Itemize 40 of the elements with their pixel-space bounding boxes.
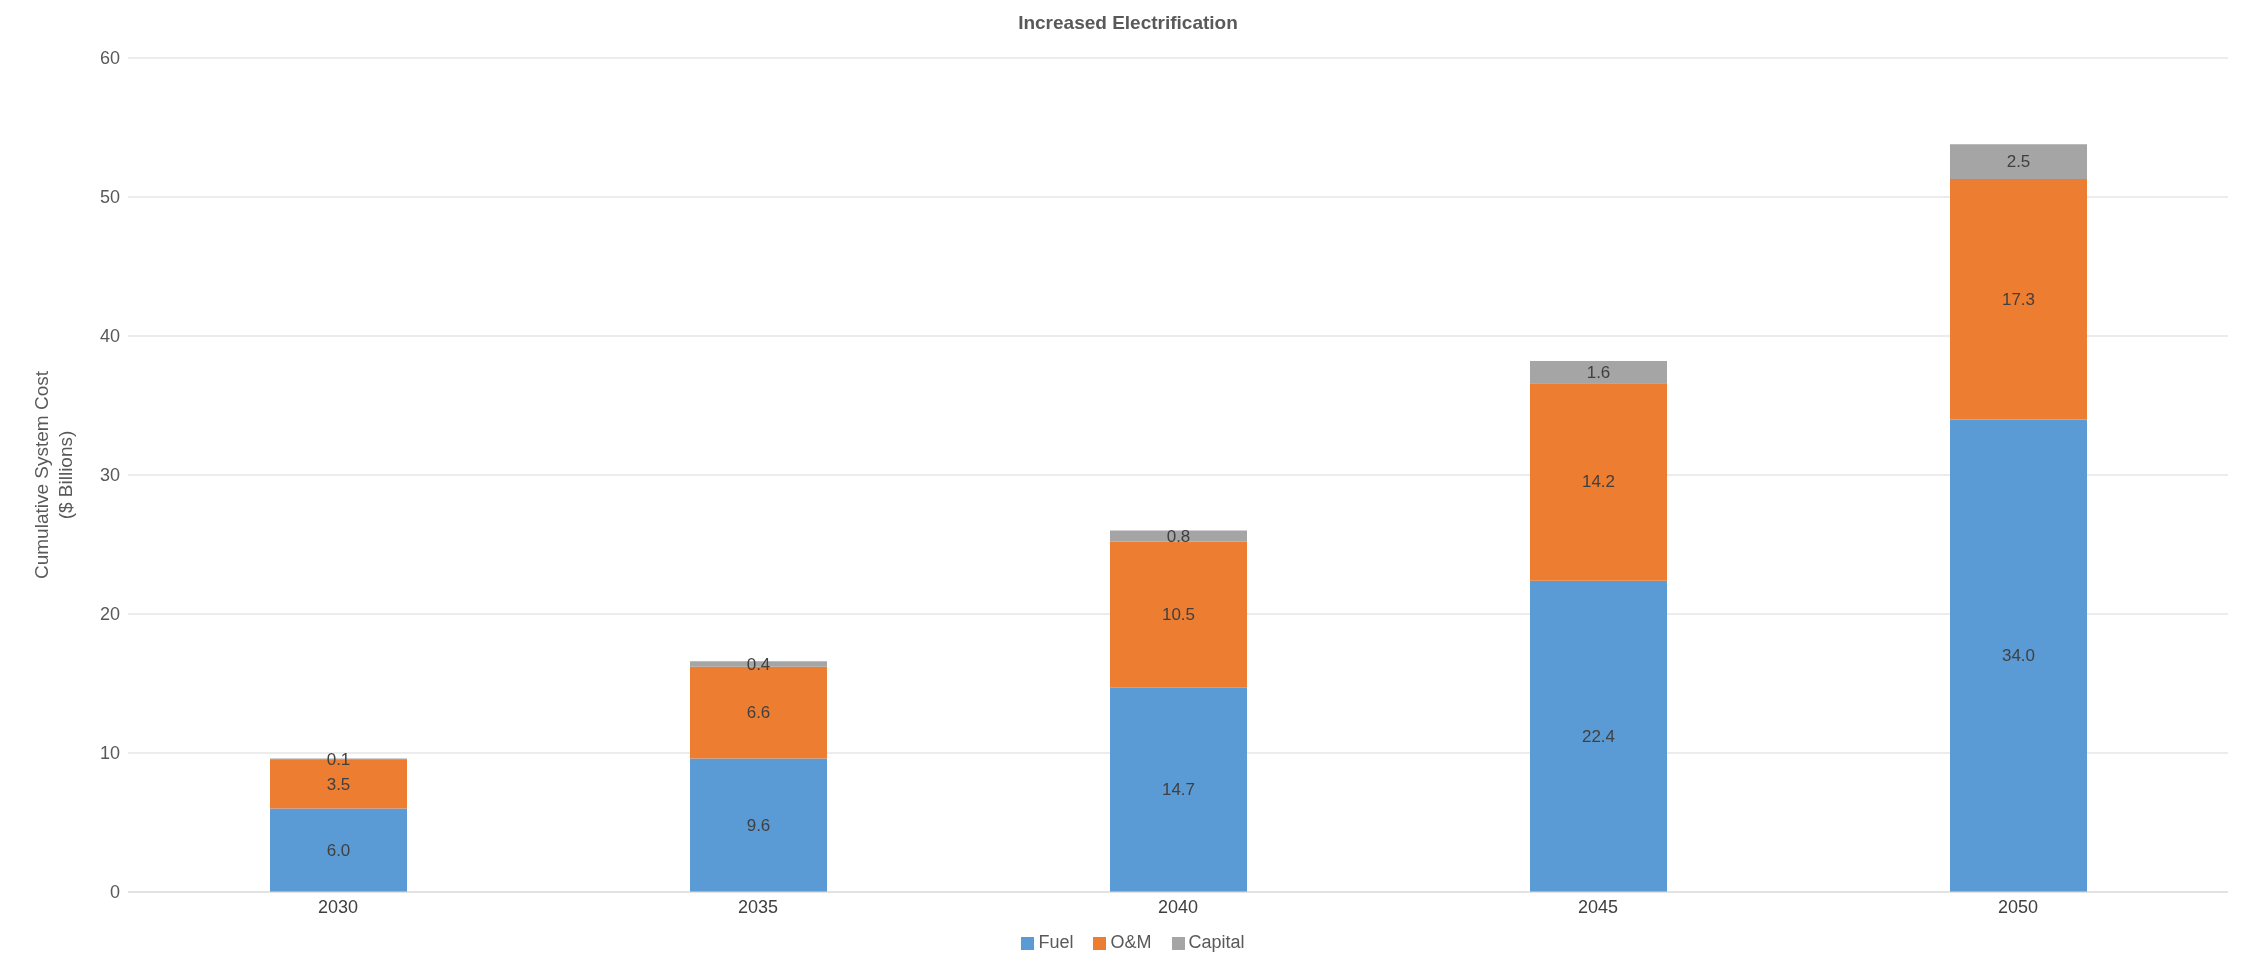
data-label: 2.5	[2006, 152, 2031, 172]
x-tick-label: 2050	[1997, 896, 2039, 917]
data-label: 14.7	[1161, 780, 1196, 800]
bar	[1530, 580, 1667, 892]
data-label: 17.3	[2001, 289, 2036, 309]
data-label: 34.0	[2001, 646, 2036, 666]
data-label: 14.2	[1581, 472, 1616, 492]
y-tick-label: 10	[99, 743, 120, 764]
bar	[1110, 687, 1247, 892]
x-tick-label: 2035	[737, 896, 779, 917]
data-label: 10.5	[1161, 605, 1196, 625]
legend-label: O&M	[1110, 932, 1152, 952]
chart-title: Increased Electrification	[1017, 11, 1239, 35]
data-label: 3.5	[326, 774, 351, 794]
x-tick-label: 2030	[317, 896, 359, 917]
data-label: 22.4	[1581, 726, 1616, 746]
bar	[1530, 383, 1667, 581]
bar	[1950, 144, 2087, 179]
data-label: 1.6	[1586, 362, 1611, 382]
data-label: 0.8	[1166, 526, 1191, 546]
bar	[1950, 178, 2087, 420]
x-tick-label: 2045	[1577, 896, 1619, 917]
legend-label: Fuel	[1038, 932, 1074, 952]
bar	[1110, 541, 1247, 688]
bar	[1530, 361, 1667, 384]
data-label: 6.0	[326, 840, 351, 860]
y-tick-label: 50	[99, 187, 120, 208]
data-label: 9.6	[746, 815, 771, 835]
y-tick-label: 20	[99, 604, 120, 625]
y-tick-label: 60	[99, 48, 120, 69]
bar	[270, 808, 407, 892]
legend-label: Capital	[1188, 932, 1245, 952]
y-axis-title: Cumulative System Cost ($ Billions)	[31, 370, 76, 580]
y-tick-label: 40	[99, 326, 120, 347]
x-tick-label: 2040	[1157, 896, 1199, 917]
bar	[690, 758, 827, 892]
bar	[1950, 419, 2087, 892]
y-tick-label: 0	[109, 882, 120, 903]
data-label: 6.6	[746, 703, 771, 723]
y-tick-label: 30	[99, 465, 120, 486]
